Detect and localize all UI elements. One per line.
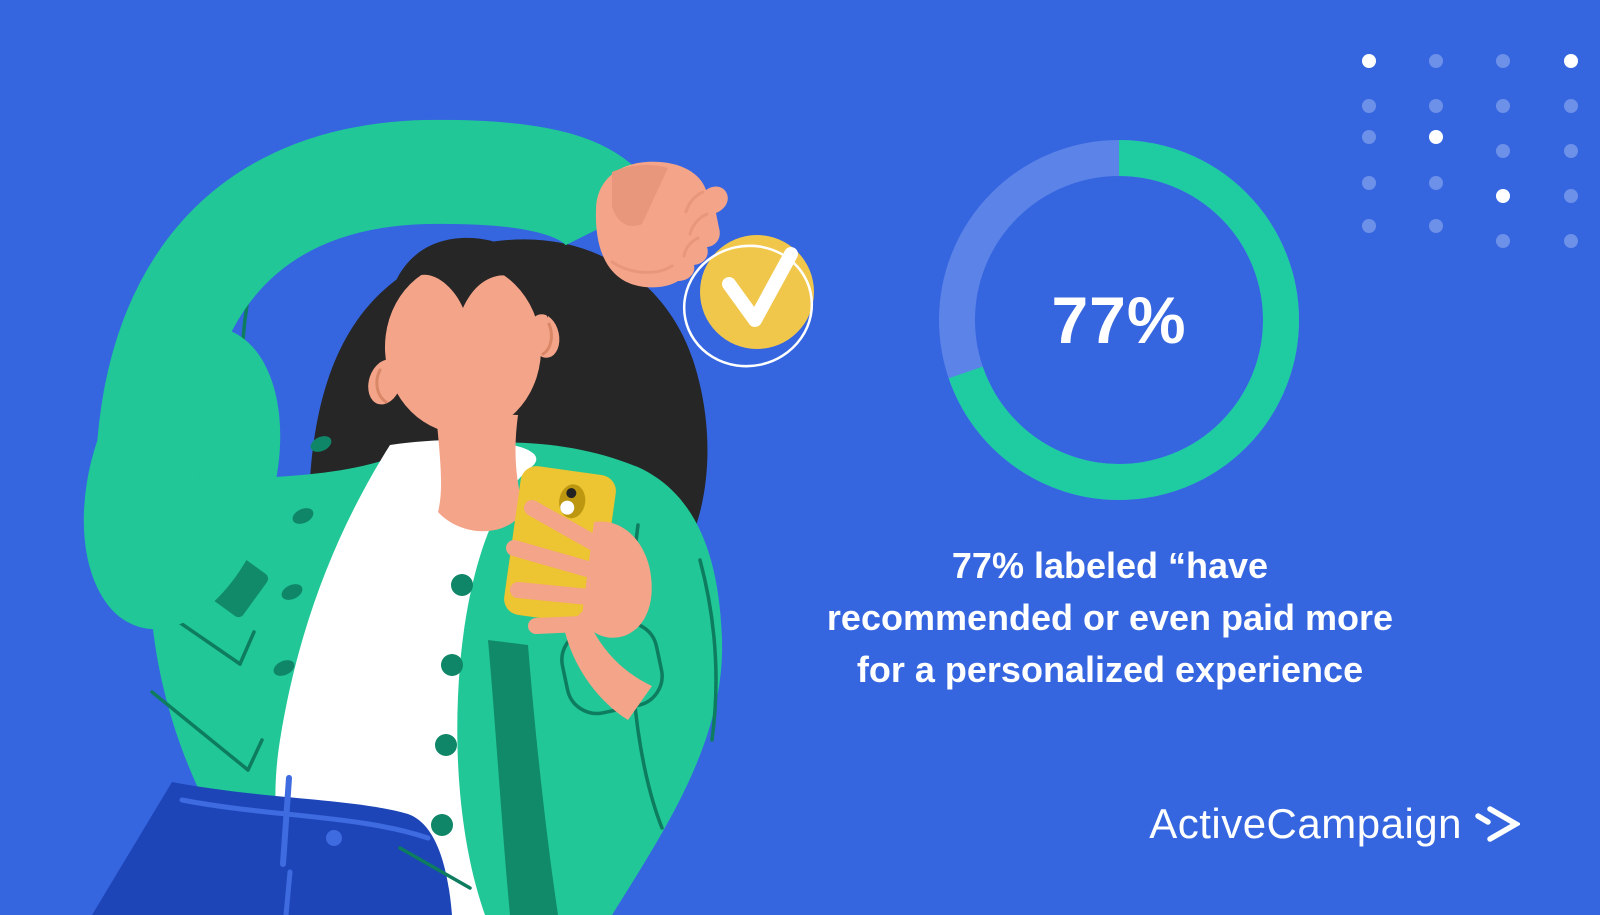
donut-value-arc [939, 140, 1299, 500]
caption-line-1: 77% labeled “have [951, 545, 1269, 586]
ear-details [375, 322, 553, 404]
donut-chart [939, 140, 1299, 500]
fist [595, 161, 728, 288]
logo: ActiveCampaign [1149, 800, 1520, 848]
person [83, 119, 728, 915]
caption-line-2: recommended or even paid more [826, 597, 1394, 638]
shirt [275, 439, 537, 915]
jacket-fold [488, 640, 558, 915]
caption-line-3: for a personalized experience [856, 649, 1364, 690]
logo-text: ActiveCampaign [1149, 800, 1462, 847]
jeans-button [326, 830, 342, 846]
double-chevron-right-icon [1475, 806, 1520, 842]
caption: 77% labeled “have recommended or even pa… [780, 540, 1440, 696]
check-icon [722, 247, 798, 327]
jeans-stitching [179, 775, 431, 915]
neck [436, 412, 524, 532]
check-badge [682, 235, 814, 368]
raised-arm-sleeve [95, 119, 659, 550]
donut-center-value: 77% [1051, 283, 1187, 357]
face [384, 262, 542, 434]
jeans [92, 782, 452, 915]
hair-bangs [386, 237, 548, 330]
badge-outline-ring [682, 244, 814, 368]
hand [506, 500, 652, 720]
